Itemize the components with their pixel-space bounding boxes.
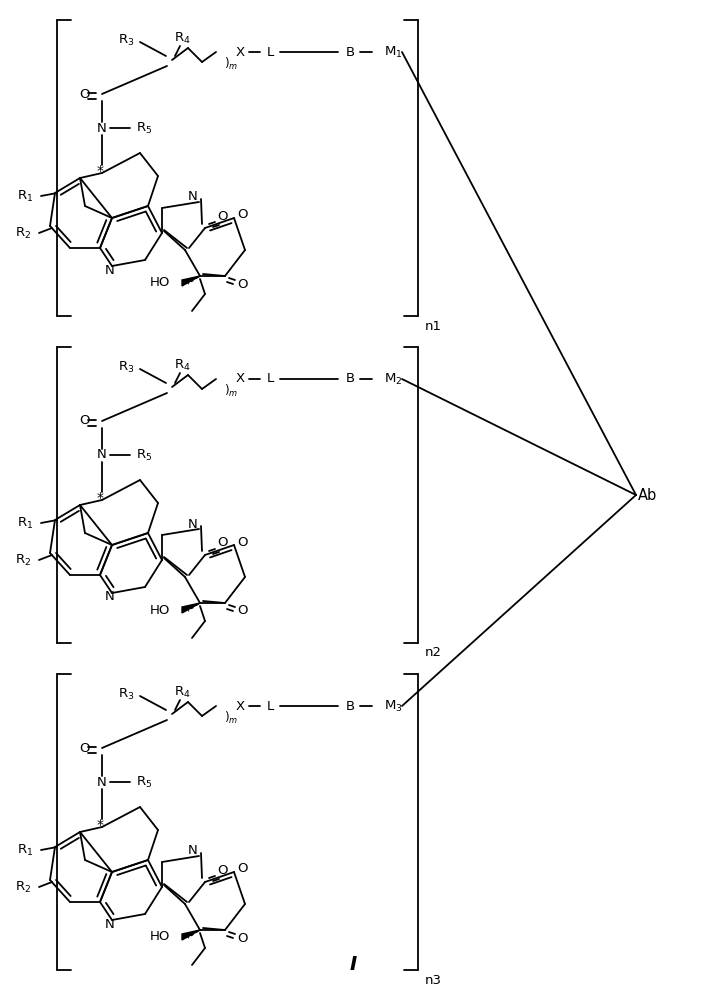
- Text: L: L: [267, 372, 274, 385]
- Text: O: O: [238, 932, 248, 944]
- Text: n1: n1: [425, 320, 442, 332]
- Text: *: *: [96, 164, 103, 178]
- Text: R$_2$: R$_2$: [15, 879, 31, 895]
- Text: O: O: [78, 742, 89, 754]
- Text: R$_1$: R$_1$: [17, 188, 33, 204]
- Text: N: N: [105, 918, 115, 930]
- Text: O: O: [78, 88, 89, 101]
- Polygon shape: [182, 603, 200, 613]
- Text: B: B: [346, 700, 355, 712]
- Text: )$_m$: )$_m$: [224, 710, 238, 726]
- Text: *: *: [96, 818, 103, 832]
- Text: *: *: [96, 491, 103, 505]
- Text: )$_m$: )$_m$: [224, 383, 238, 399]
- Text: M$_3$: M$_3$: [384, 698, 403, 714]
- Text: N: N: [188, 190, 198, 204]
- Text: n3: n3: [425, 974, 442, 986]
- Text: N: N: [105, 590, 115, 603]
- Text: R$_2$: R$_2$: [15, 225, 31, 241]
- Text: R$_5$: R$_5$: [136, 120, 152, 136]
- Text: O: O: [238, 862, 248, 876]
- Text: N: N: [97, 448, 107, 462]
- Text: N: N: [188, 844, 198, 857]
- Text: N: N: [97, 776, 107, 788]
- Text: O: O: [78, 414, 89, 428]
- Text: M$_2$: M$_2$: [384, 371, 402, 387]
- Text: R$_1$: R$_1$: [17, 842, 33, 858]
- Text: O: O: [218, 863, 228, 876]
- Text: R$_4$: R$_4$: [174, 30, 190, 46]
- Text: O: O: [218, 536, 228, 550]
- Text: R$_4$: R$_4$: [174, 357, 190, 373]
- Text: N: N: [188, 518, 198, 530]
- Text: X: X: [235, 700, 245, 712]
- Text: O: O: [238, 604, 248, 617]
- Text: O: O: [218, 210, 228, 223]
- Text: Ab: Ab: [638, 488, 658, 502]
- Text: R$_5$: R$_5$: [136, 774, 152, 790]
- Text: M$_1$: M$_1$: [384, 44, 402, 60]
- Text: R$_4$: R$_4$: [174, 684, 190, 700]
- Text: )$_m$: )$_m$: [224, 56, 238, 72]
- Text: X: X: [235, 372, 245, 385]
- Text: R$_2$: R$_2$: [15, 552, 31, 568]
- Text: HO: HO: [150, 603, 170, 616]
- Polygon shape: [182, 930, 200, 940]
- Text: B: B: [346, 45, 355, 58]
- Text: X: X: [235, 45, 245, 58]
- Text: R$_3$: R$_3$: [118, 686, 134, 702]
- Text: R$_3$: R$_3$: [118, 359, 134, 375]
- Text: R$_5$: R$_5$: [136, 447, 152, 463]
- Text: O: O: [238, 209, 248, 222]
- Text: I: I: [349, 956, 356, 974]
- Text: O: O: [238, 277, 248, 290]
- Text: O: O: [238, 536, 248, 548]
- Text: B: B: [346, 372, 355, 385]
- Text: N: N: [105, 263, 115, 276]
- Text: N: N: [97, 121, 107, 134]
- Text: HO: HO: [150, 276, 170, 290]
- Text: HO: HO: [150, 930, 170, 944]
- Text: R$_1$: R$_1$: [17, 515, 33, 531]
- Polygon shape: [182, 276, 200, 286]
- Text: L: L: [267, 700, 274, 712]
- Text: n2: n2: [425, 647, 442, 660]
- Text: L: L: [267, 45, 274, 58]
- Text: R$_3$: R$_3$: [118, 32, 134, 48]
